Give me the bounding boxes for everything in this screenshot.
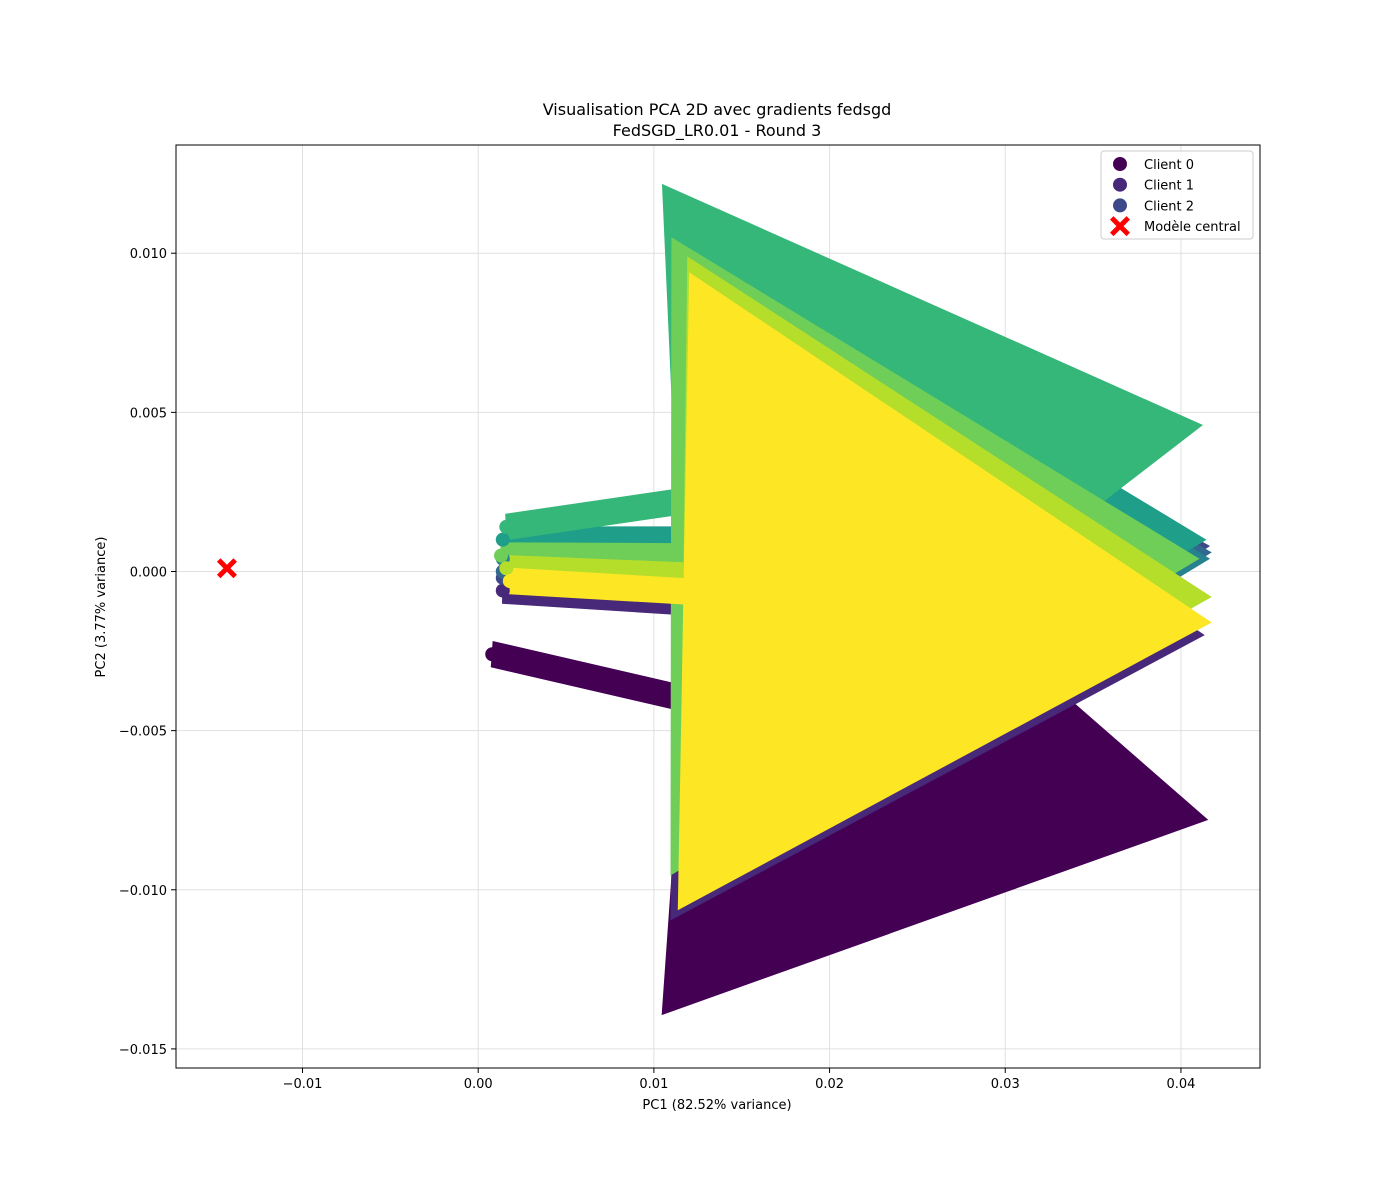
y-tick-label: −0.010 xyxy=(119,884,167,899)
client-point-8 xyxy=(499,561,514,576)
x-tick-label: 0.01 xyxy=(639,1077,668,1092)
chart-title: Visualisation PCA 2D avec gradients feds… xyxy=(543,100,892,119)
x-axis-ticks: −0.01 0.00 0.01 0.02 0.03 0.04 xyxy=(283,1068,1195,1092)
x-tick-label: 0.00 xyxy=(464,1077,493,1092)
client-point-9 xyxy=(502,574,517,589)
client-point-5 xyxy=(495,532,510,547)
central-model-marker xyxy=(216,558,237,579)
y-tick-label: 0.000 xyxy=(130,565,167,580)
client-point-6 xyxy=(499,519,514,534)
legend-label-0: Client 0 xyxy=(1144,158,1194,173)
legend-marker-0 xyxy=(1113,157,1127,171)
y-tick-label: 0.005 xyxy=(130,406,167,421)
central-model-layer xyxy=(216,558,237,579)
gradient-arrows xyxy=(490,183,1212,1016)
y-axis-ticks: −0.015 −0.010 −0.005 0.000 0.005 0.010 xyxy=(119,247,176,1058)
legend-label-3: Modèle central xyxy=(1144,220,1241,235)
legend: Client 0 Client 1 Client 2 Modèle central xyxy=(1100,150,1254,240)
legend-label-2: Client 2 xyxy=(1144,199,1194,214)
legend-label-1: Client 1 xyxy=(1144,179,1194,194)
legend-marker-2 xyxy=(1113,198,1127,213)
gradient-arrow-9 xyxy=(509,272,1212,911)
client-points xyxy=(485,519,517,662)
x-tick-label: 0.03 xyxy=(991,1077,1020,1092)
legend-box xyxy=(1100,150,1254,240)
y-tick-label: −0.015 xyxy=(119,1043,167,1058)
x-tick-label: 0.04 xyxy=(1166,1077,1195,1092)
axes-frame xyxy=(175,144,1261,1069)
x-tick-label: −0.01 xyxy=(283,1077,323,1092)
x-tick-label: 0.02 xyxy=(815,1077,844,1092)
x-axis-label: PC1 (82.52% variance) xyxy=(642,1098,791,1113)
legend-marker-3 xyxy=(1110,216,1130,237)
client-point-0 xyxy=(485,647,500,662)
y-tick-label: −0.005 xyxy=(119,725,167,740)
y-tick-label: 0.010 xyxy=(130,247,167,262)
legend-marker-1 xyxy=(1113,177,1127,192)
chart-subtitle: FedSGD_LR0.01 - Round 3 xyxy=(613,121,822,141)
y-axis-label: PC2 (3.77% variance) xyxy=(94,537,109,678)
client-point-7 xyxy=(494,548,509,563)
client-point-1 xyxy=(495,583,510,598)
